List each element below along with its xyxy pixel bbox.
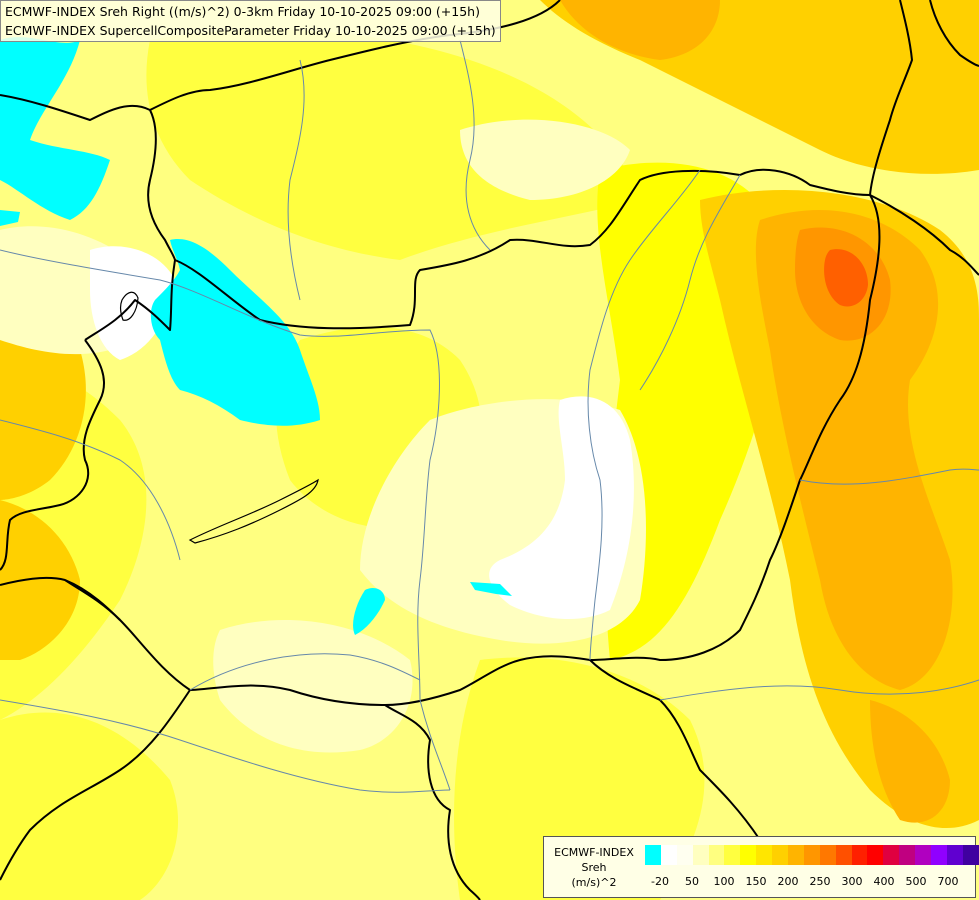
border-hungary xyxy=(64,168,881,706)
legend-swatch xyxy=(946,845,963,865)
rivers xyxy=(0,39,979,793)
legend-tick-label: 200 xyxy=(777,875,799,888)
legend-swatch xyxy=(708,845,725,865)
legend-swatch xyxy=(851,845,868,865)
legend-swatch xyxy=(835,845,852,865)
legend-swatch xyxy=(899,845,916,865)
legend-tick-label: 50 xyxy=(685,875,699,888)
lake-neusiedl xyxy=(120,291,139,321)
legend-swatch xyxy=(867,845,884,865)
title-line-scp: ECMWF-INDEX SupercellCompositeParameter … xyxy=(5,23,496,38)
legend-unit: (m/s)^2 xyxy=(571,876,617,889)
orange-zone-southeast xyxy=(870,700,950,823)
border-east xyxy=(869,0,913,196)
legend-swatch xyxy=(931,845,947,865)
river-sava xyxy=(0,699,451,793)
river-danube xyxy=(0,249,451,791)
cyan-zone-northwest xyxy=(0,37,110,220)
legend-swatches xyxy=(645,845,979,865)
cyan-zone-south xyxy=(353,588,385,635)
legend-swatch xyxy=(803,845,820,865)
legend-swatch xyxy=(724,845,741,865)
yellow-zone-north xyxy=(146,29,641,260)
legend-tick-label: -20 xyxy=(651,875,669,888)
orange-zone-east xyxy=(755,210,953,690)
pale-zone-south xyxy=(213,620,413,753)
legend-swatch xyxy=(915,845,932,865)
legend-swatch xyxy=(676,845,693,865)
legend-swatch xyxy=(962,845,979,865)
map-title: ECMWF-INDEX Sreh Right ((m/s)^2) 0-3km F… xyxy=(0,0,501,42)
orange-zone-northeast xyxy=(560,0,720,60)
legend-swatch xyxy=(756,845,773,865)
border-west xyxy=(0,339,105,571)
legend-ticks: -20 50 100 150 200 250 300 400 500 700 xyxy=(645,875,969,889)
legend-tick-label: 300 xyxy=(841,875,863,888)
legend-swatch xyxy=(740,845,757,865)
legend-swatch xyxy=(772,845,789,865)
border-south-east xyxy=(589,659,761,841)
border-north-west xyxy=(0,94,176,261)
white-zone-center xyxy=(489,396,634,620)
river-tisza xyxy=(587,169,701,661)
border-north-east xyxy=(869,194,979,276)
legend-swatch xyxy=(645,845,661,865)
cyan-zone-center xyxy=(470,582,512,596)
cyan-zone-west-edge xyxy=(0,210,20,226)
legend-swatch xyxy=(660,845,677,865)
border-northeast-small xyxy=(929,0,979,67)
border-south-west-2 xyxy=(0,689,191,881)
legend-tick-label: 150 xyxy=(745,875,767,888)
legend-swatch xyxy=(692,845,709,865)
legend-swatch xyxy=(819,845,836,865)
river-southeast xyxy=(799,468,979,485)
lake-balaton xyxy=(188,478,319,544)
legend-tick-label: 250 xyxy=(809,875,831,888)
legend-tick-label: 400 xyxy=(873,875,895,888)
border-south xyxy=(384,704,481,900)
river-east-branch xyxy=(639,174,741,391)
river-north-2 xyxy=(459,39,491,251)
legend-model: ECMWF-INDEX xyxy=(554,846,634,859)
gold-zone-southwest xyxy=(0,500,80,660)
border-southwest xyxy=(0,576,121,621)
river-south-east-2 xyxy=(659,679,979,701)
river-north xyxy=(287,59,305,301)
legend-swatch xyxy=(883,845,900,865)
legend-variable: Sreh xyxy=(581,861,607,874)
legend-swatch xyxy=(788,845,804,865)
river-west xyxy=(0,419,181,561)
legend-tick-label: 100 xyxy=(713,875,735,888)
color-legend: ECMWF-INDEX Sreh (m/s)^2 -20 50 100 150 200 2… xyxy=(543,836,979,898)
legend-tick-label: 500 xyxy=(905,875,927,888)
title-line-sreh: ECMWF-INDEX Sreh Right ((m/s)^2) 0-3km F… xyxy=(5,4,480,19)
red-orange-core xyxy=(824,249,868,307)
legend-tick-label: 700 xyxy=(937,875,959,888)
cyan-zone-lake xyxy=(150,239,320,426)
legend-title: ECMWF-INDEX Sreh (m/s)^2 xyxy=(544,845,644,890)
river-drava xyxy=(189,653,421,691)
border-west-hook xyxy=(84,259,176,341)
pale-zone-north xyxy=(460,119,630,200)
